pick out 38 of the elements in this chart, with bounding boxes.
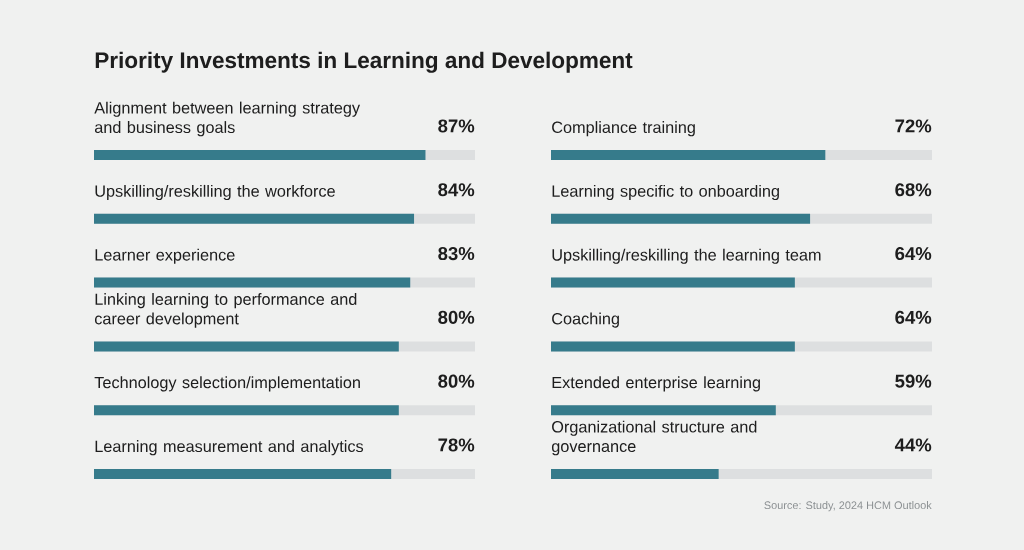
y-tick-label: Coaching <box>552 312 619 328</box>
bar <box>94 341 399 352</box>
data-label: 80% <box>438 310 475 324</box>
bar <box>551 469 719 479</box>
y-tick-label: Alignment between learning strategy and business goals <box>94 101 361 137</box>
data-label: 80% <box>438 374 475 388</box>
y-tick-label: Upskilling/reskilling the workforce <box>95 184 335 201</box>
data-label: 72% <box>895 119 932 133</box>
data-label: 44% <box>894 438 932 452</box>
data-label: 78% <box>438 438 475 452</box>
data-label: 64% <box>895 310 932 324</box>
y-tick-label: Technology selection/implementation <box>94 376 360 392</box>
y-tick-label: Learning measurement and analytics <box>95 440 364 456</box>
data-label: 83% <box>438 246 475 261</box>
bar <box>94 277 411 288</box>
bar <box>94 213 415 224</box>
y-tick-label: Compliance training <box>552 121 695 137</box>
y-tick-label: Learning specific to onboarding <box>552 184 779 201</box>
data-label: 84% <box>438 183 475 197</box>
bar <box>551 213 811 224</box>
bar <box>551 150 826 160</box>
bar <box>94 405 399 416</box>
y-tick-label: Linking learning to performance and career development <box>94 293 357 328</box>
data-label: 87% <box>438 119 475 133</box>
bar <box>551 405 776 416</box>
y-tick-label: Extended enterprise learning <box>552 376 760 392</box>
bar <box>551 341 795 352</box>
chart-title: Priority Investments in Learning and Development <box>95 51 633 73</box>
bar <box>94 469 392 479</box>
y-tick-label: Organizational structure and governance <box>551 420 757 456</box>
bar <box>551 277 795 288</box>
y-tick-label: Learner experience <box>95 248 235 264</box>
y-tick-label: Upskilling/reskilling the learning team <box>552 248 821 264</box>
bar <box>94 150 426 160</box>
source-note: Source: Study, 2024 HCM Outlook <box>764 501 932 512</box>
data-label: 64% <box>895 246 932 261</box>
data-label: 59% <box>895 374 932 388</box>
data-label: 68% <box>895 183 932 197</box>
